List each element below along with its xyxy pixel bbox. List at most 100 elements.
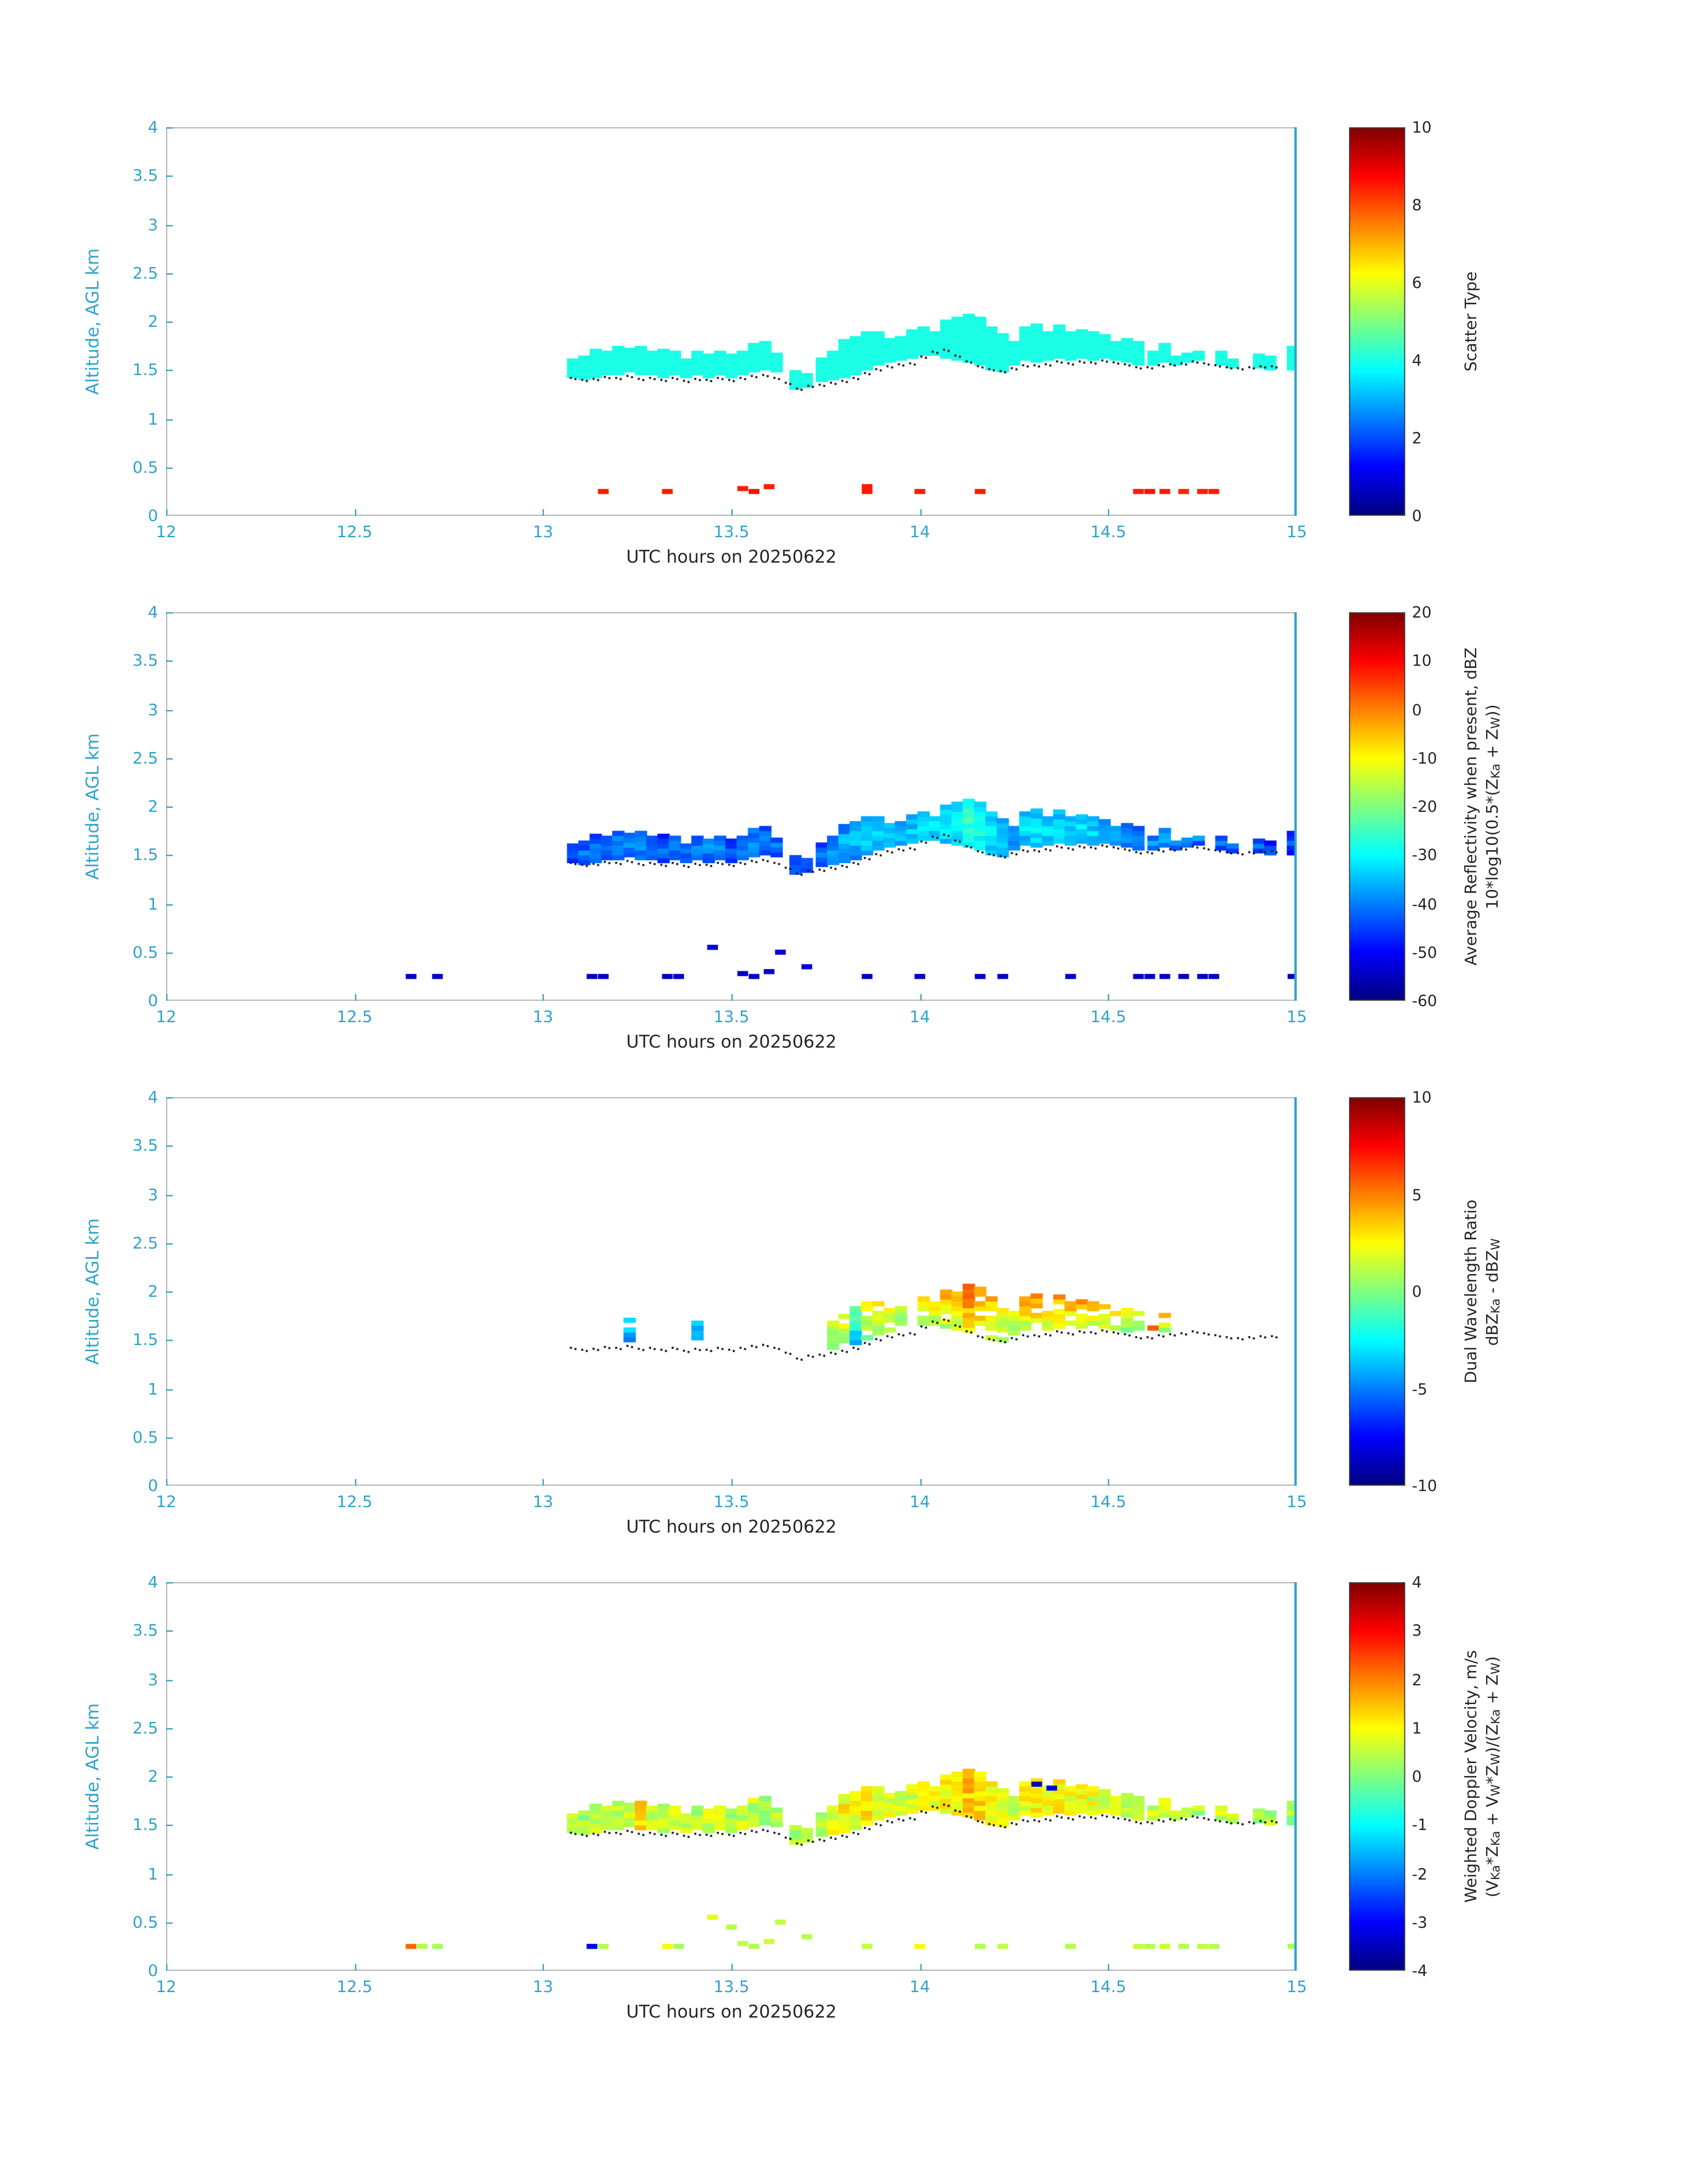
colorbar-tick-label: 6 (1412, 273, 1422, 292)
dwr-plot-canvas (166, 1097, 1297, 1486)
x-tick-label: 12.5 (336, 1007, 373, 1026)
colorbar-label-line: dBZKa - dBZW (1483, 1237, 1504, 1345)
colorbar-label: Weighted Doppler Velocity, m/s (VKa*ZKa +… (1462, 1650, 1503, 1903)
y-tick-label: 0.5 (132, 1913, 158, 1932)
x-tick-label: 13 (533, 1007, 553, 1026)
y-tick-label: 3 (148, 1670, 158, 1689)
x-tick-label: 14 (910, 1977, 930, 1996)
y-tick-label: 0.5 (132, 458, 158, 477)
y-tick-label: 0.5 (132, 943, 158, 962)
y-tick-label: 2.5 (132, 748, 158, 768)
x-tick-label: 15 (1286, 1977, 1307, 1996)
colorbar-label: Average Reflectivity when present, dBZ 10… (1462, 648, 1503, 965)
y-axis-label: Altitude, AGL km (84, 248, 104, 395)
x-tick-label: 14 (910, 1492, 930, 1511)
x-tick-label: 14 (910, 522, 930, 541)
x-axis-label: UTC hours on 20250622 (626, 548, 837, 568)
colorbar-tick-label: 5 (1412, 1185, 1422, 1204)
colorbar-gradient (1349, 127, 1405, 516)
y-tick-label: 2 (148, 797, 158, 816)
colorbar-tick-label: 0 (1412, 1767, 1422, 1786)
colorbar-tick-label: 4 (1412, 1573, 1422, 1592)
y-tick-label: 2.5 (132, 1233, 158, 1253)
x-tick-label: 14.5 (1090, 522, 1127, 541)
colorbar-gradient (1349, 1097, 1405, 1486)
colorbar-label-line: 10*log10(0.5*(ZKa + ZW)) (1483, 704, 1504, 909)
y-tick-label: 4 (148, 118, 158, 137)
colorbar-tick-label: 0 (1412, 1282, 1422, 1301)
y-tick-label: 1 (148, 894, 158, 913)
x-tick-label: 15 (1286, 522, 1307, 541)
y-tick-label: 4 (148, 1088, 158, 1107)
panel-scatter-type: Altitude, AGL km 0 0.5 1 1.5 2 2.5 3 3.5 4 12 12.… (0, 118, 1708, 596)
colorbar-tick-label: -30 (1412, 845, 1437, 865)
x-axis-label: UTC hours on 20250622 (626, 2003, 837, 2023)
y-axis-label: Altitude, AGL km (84, 733, 104, 880)
colorbar-tick-label: -10 (1412, 748, 1437, 768)
colorbar-label-line: Scatter Type (1462, 271, 1480, 372)
colorbar-tick-label: 2 (1412, 429, 1422, 447)
y-axis-label: Altitude, AGL km (84, 1218, 104, 1365)
reflectivity-plot-canvas (166, 612, 1297, 1001)
x-tick-label: 15 (1286, 1492, 1307, 1511)
y-tick-label: 3 (148, 215, 158, 234)
y-tick-label: 1 (148, 409, 158, 428)
colorbar-tick-label: 8 (1412, 196, 1422, 214)
y-tick-label: 2 (148, 1282, 158, 1301)
colorbar-tick-label: 10 (1412, 651, 1432, 670)
x-tick-label: 14 (910, 1007, 930, 1026)
colorbar-label: Scatter Type (1462, 272, 1480, 372)
x-axis-label: UTC hours on 20250622 (626, 1518, 837, 1538)
colorbar: 0 2 4 6 8 10 Scatter Type (1349, 118, 1537, 525)
y-tick-label: 0.5 (132, 1428, 158, 1447)
scatter-type-plot-canvas (166, 127, 1297, 516)
x-tick-label: 12 (156, 1492, 176, 1511)
colorbar: -4 -3 -2 -1 0 1 2 3 4 Weighted Doppler Velocity,… (1349, 1573, 1537, 1980)
y-tick-label: 3 (148, 700, 158, 719)
colorbar-label: Dual Wavelength Ratio dBZKa - dBZW (1462, 1199, 1503, 1383)
x-tick-label: 13 (533, 522, 553, 541)
plot-area (166, 1582, 1297, 1971)
x-tick-label: 12.5 (336, 1977, 373, 1996)
colorbar-label-line: Average Reflectivity when present, dBZ (1462, 647, 1480, 966)
colorbar-tick-label: -60 (1412, 991, 1437, 1010)
colorbar-tick-label: 20 (1412, 603, 1432, 622)
y-tick-label: 1.5 (132, 845, 158, 865)
y-tick-label: 2 (148, 1767, 158, 1786)
x-tick-label: 13.5 (713, 1977, 750, 1996)
y-tick-label: 0 (148, 506, 158, 525)
y-tick-label: 1.5 (132, 1815, 158, 1834)
colorbar-tick-label: 0 (1412, 700, 1422, 719)
colorbar-tick-label: -40 (1412, 894, 1437, 913)
colorbar-tick-label: 4 (1412, 351, 1422, 370)
x-tick-label: 12.5 (336, 1492, 373, 1511)
y-tick-label: 2.5 (132, 1718, 158, 1738)
y-tick-label: 4 (148, 603, 158, 622)
y-tick-label: 3 (148, 1185, 158, 1204)
colorbar-label-line: Dual Wavelength Ratio (1462, 1199, 1480, 1383)
x-tick-label: 13.5 (713, 1007, 750, 1026)
colorbar-tick-label: 10 (1412, 1088, 1432, 1107)
x-tick-label: 14.5 (1090, 1977, 1127, 1996)
x-axis-label: UTC hours on 20250622 (626, 1033, 837, 1053)
x-tick-label: 12 (156, 1977, 176, 1996)
colorbar: -10 -5 0 5 10 Dual Wavelength Ratio dBZKa - d… (1349, 1088, 1537, 1495)
x-tick-label: 12 (156, 1007, 176, 1026)
plot-area (166, 127, 1297, 516)
x-tick-label: 13 (533, 1977, 553, 1996)
velocity-plot-canvas (166, 1582, 1297, 1971)
x-tick-label: 14.5 (1090, 1007, 1127, 1026)
x-tick-label: 13.5 (713, 522, 750, 541)
colorbar-tick-label: 1 (1412, 1718, 1422, 1738)
colorbar-label-line: Weighted Doppler Velocity, m/s (1462, 1650, 1480, 1903)
colorbar-label-line: (VKa*ZKa + VW*ZW)/(ZKa + ZW) (1483, 1656, 1504, 1897)
y-tick-label: 2 (148, 312, 158, 331)
colorbar-tick-label: 10 (1412, 118, 1432, 137)
x-tick-label: 12 (156, 522, 176, 541)
x-tick-label: 13.5 (713, 1492, 750, 1511)
y-tick-label: 1 (148, 1379, 158, 1398)
y-tick-label: 2.5 (132, 263, 158, 283)
x-tick-label: 15 (1286, 1007, 1307, 1026)
colorbar-tick-label: -10 (1412, 1476, 1437, 1495)
